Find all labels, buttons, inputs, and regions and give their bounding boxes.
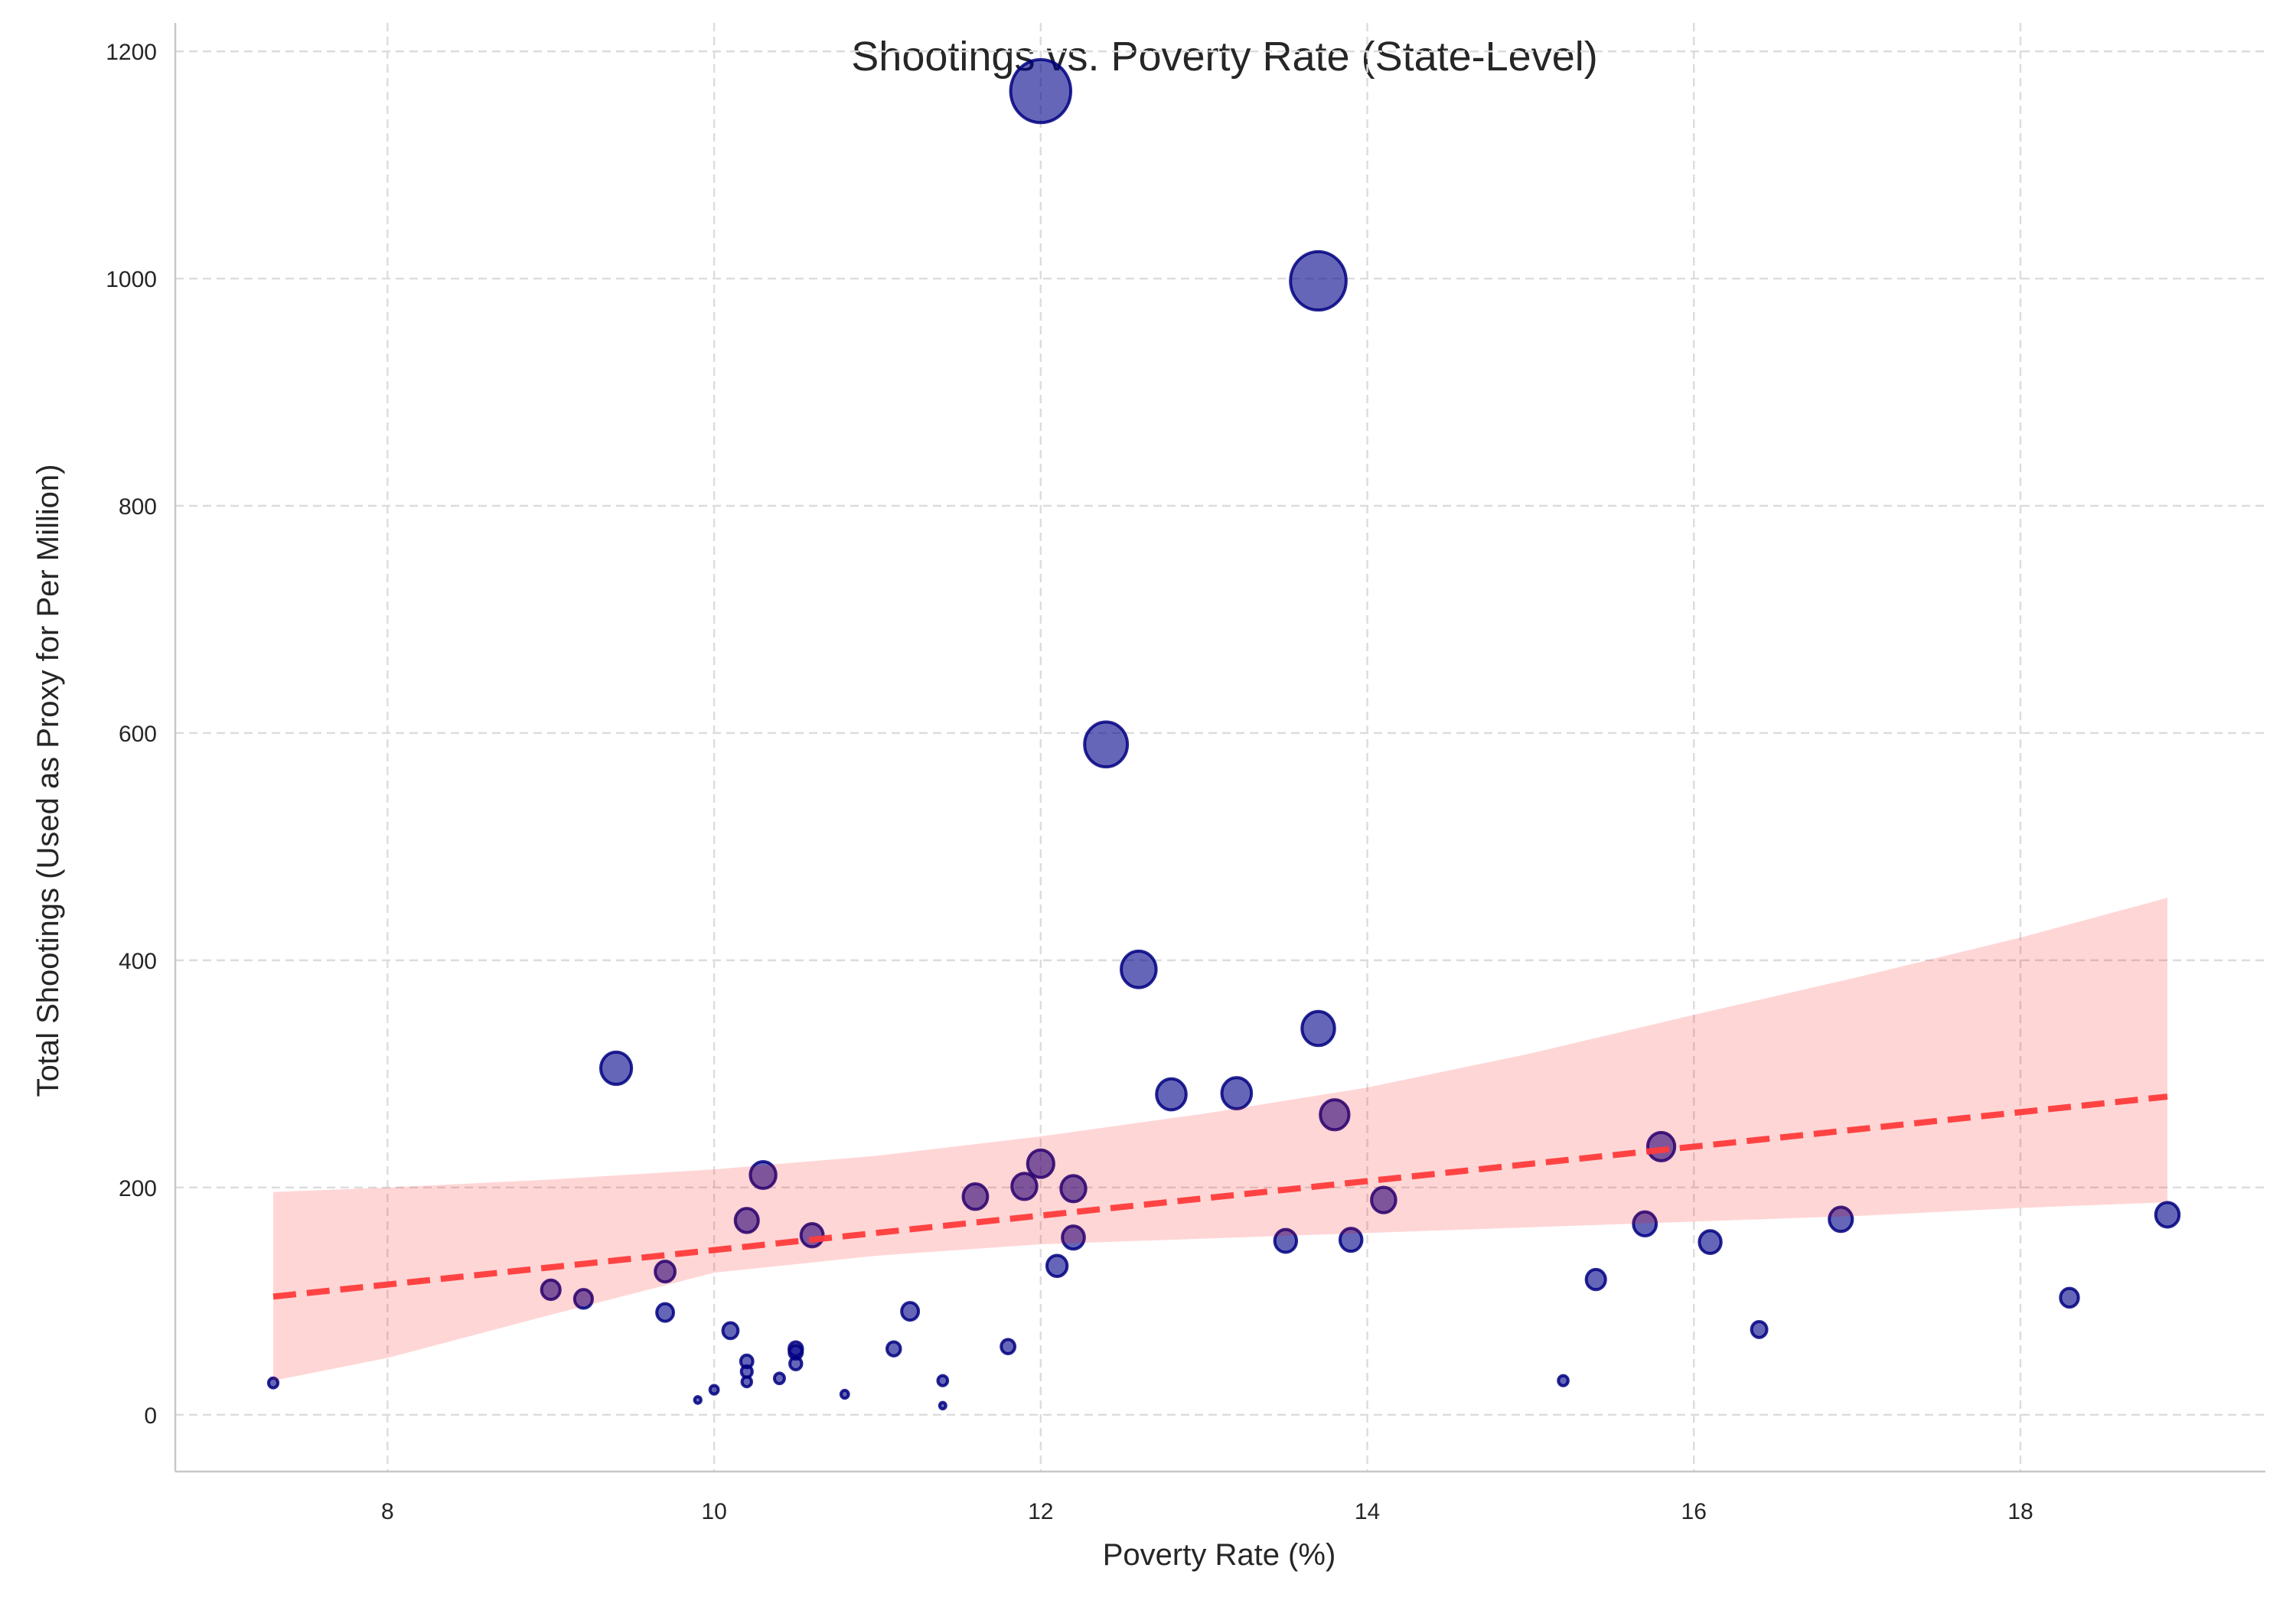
data-point [1009,57,1073,125]
data-point [961,1182,990,1211]
data-point [1026,1148,1055,1179]
x-tick-label: 10 [701,1499,726,1524]
data-point [1370,1185,1397,1214]
x-tick-label: 18 [2007,1499,2033,1524]
data-point [1083,720,1130,769]
data-point [721,1321,740,1341]
data-point [1557,1374,1570,1387]
data-point [266,1376,280,1390]
y-tick-label: 800 [119,494,157,520]
data-point [900,1301,921,1322]
data-point [1220,1076,1254,1110]
x-tick-label: 12 [1028,1499,1053,1524]
data-point [540,1278,562,1302]
grid-lines [175,23,2265,1472]
y-tick-label: 1000 [106,267,157,292]
data-point [572,1288,595,1310]
data-point [740,1375,753,1389]
data-point [788,1355,804,1372]
data-point [938,1400,947,1411]
data-point [772,1371,786,1386]
data-point [1750,1319,1769,1339]
data-point [655,1302,675,1323]
data-point [1045,1253,1069,1279]
data-point [1059,1174,1088,1204]
data-point [1120,949,1158,989]
data-point [748,1159,778,1191]
data-point [708,1384,720,1396]
y-tick-label: 0 [144,1403,157,1429]
data-point [1000,1338,1017,1356]
data-points [266,57,2181,1411]
x-axis-label: Poverty Rate (%) [1103,1538,1336,1572]
data-point [654,1260,677,1284]
x-tick-label: 16 [1681,1499,1707,1524]
data-point [1061,1224,1086,1251]
x-tick-label: 8 [381,1499,394,1524]
data-point [1289,249,1348,312]
data-point [1828,1205,1854,1234]
data-point [1010,1172,1039,1201]
data-point [693,1395,703,1405]
data-point [1584,1267,1607,1292]
data-point [1300,1009,1336,1048]
data-point [598,1050,634,1087]
data-point [839,1388,850,1400]
regression-line [272,1094,2168,1300]
y-tick-label: 600 [119,722,157,747]
confidence-band [273,898,2167,1381]
data-point [2059,1286,2080,1309]
data-point [1632,1210,1658,1237]
data-point [1155,1077,1188,1112]
x-tick-label: 14 [1355,1499,1380,1524]
y-axis-label: Total Shootings (Used as Proxy for Per M… [31,464,65,1097]
data-point [2154,1201,2181,1229]
y-tick-label: 400 [119,949,157,974]
y-axis-ticks: 0 200 400 600 800 1000 1200 [106,40,157,1429]
data-point [1273,1227,1299,1254]
data-point [936,1374,950,1387]
chart-title: Shootings vs. Poverty Rate (State-Level) [851,34,1597,80]
x-axis-ticks: 8 10 12 14 16 18 [381,1499,2033,1524]
data-point [733,1207,760,1234]
y-tick-label: 1200 [106,40,157,65]
data-point [885,1340,902,1358]
data-point [1319,1098,1351,1132]
y-tick-label: 200 [119,1176,157,1201]
data-point [1698,1229,1723,1255]
data-point [1338,1227,1364,1253]
